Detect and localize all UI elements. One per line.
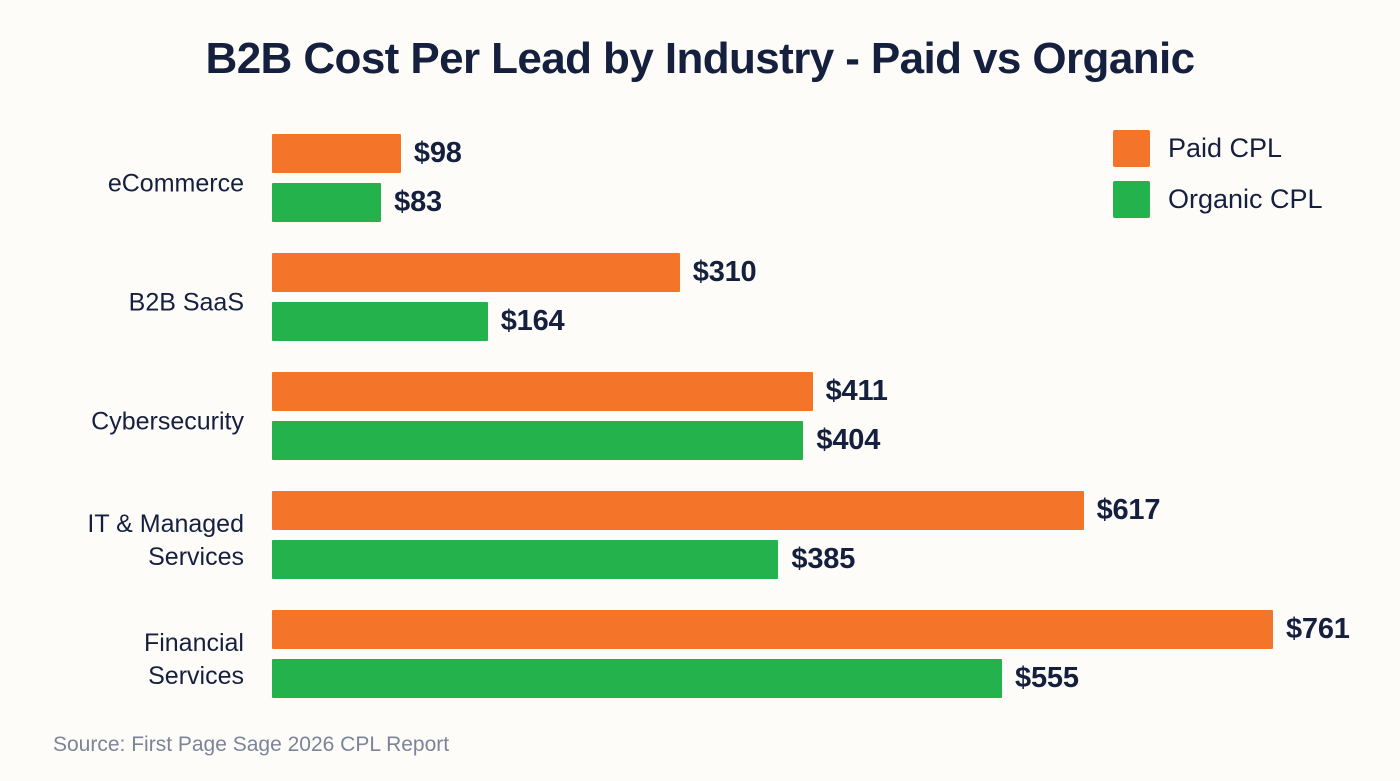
bar-row-paid: $617 [272, 491, 1160, 530]
legend-label-paid: Paid CPL [1168, 133, 1283, 163]
bar-organic [272, 421, 804, 460]
legend-swatch-paid-icon [1113, 130, 1150, 167]
bar-row-organic: $83 [272, 183, 442, 222]
bar-value-paid: $98 [413, 137, 462, 169]
bar-row-organic: $385 [272, 540, 855, 579]
category-label: eCommerce [107, 169, 244, 198]
legend-item-paid: Paid CPL [1113, 130, 1323, 167]
bar-organic [272, 659, 1003, 698]
bar-organic [272, 540, 779, 579]
bar-row-paid: $98 [272, 134, 462, 173]
bar-group: Cybersecurity $411 $404 [0, 372, 1400, 472]
bar-group: IT & Managed Services $617 $385 [0, 491, 1400, 591]
bar-value-paid: $310 [692, 256, 757, 288]
chart-title: B2B Cost Per Lead by Industry - Paid vs … [205, 34, 1196, 83]
bar-row-organic: $555 [272, 659, 1079, 698]
bar-row-paid: $411 [272, 372, 888, 411]
bar-value-organic: $555 [1015, 662, 1079, 694]
bar-group: B2B SaaS $310 $164 [0, 253, 1400, 353]
bar-organic [272, 302, 488, 341]
bar-row-organic: $164 [272, 302, 565, 341]
bar-paid [272, 372, 813, 411]
legend-swatch-organic-icon [1113, 181, 1150, 218]
category-label: Cybersecurity [91, 407, 244, 436]
bar-value-organic: $404 [816, 424, 881, 456]
bar-paid [272, 134, 401, 173]
bar-paid [272, 491, 1084, 530]
bar-value-paid: $411 [825, 375, 888, 407]
bar-value-organic: $83 [394, 186, 442, 218]
legend-item-organic: Organic CPL [1113, 181, 1323, 218]
bar-value-paid: $617 [1096, 494, 1161, 526]
bar-group: Financial Services $761 $555 [0, 610, 1400, 710]
plot-area: eCommerce $98 $83 B2B SaaS $310 $164 [0, 120, 1400, 700]
bar-value-organic: $164 [500, 305, 565, 337]
bar-paid [272, 253, 680, 292]
legend-label-organic: Organic CPL [1168, 184, 1323, 214]
category-label: B2B SaaS [128, 288, 244, 317]
bar-group: eCommerce $98 $83 [0, 134, 1400, 234]
bar-paid [272, 610, 1273, 649]
bar-value-paid: $761 [1286, 613, 1350, 645]
category-label: Financial Services [143, 629, 244, 690]
bar-value-organic: $385 [791, 543, 856, 575]
bar-row-paid: $761 [272, 610, 1350, 649]
chart-legend: Paid CPL Organic CPL [1113, 130, 1323, 218]
bar-row-organic: $404 [272, 421, 880, 460]
bar-row-paid: $310 [272, 253, 757, 292]
category-label: IT & Managed Services [87, 510, 244, 571]
bar-organic [272, 183, 382, 222]
source-note: Source: First Page Sage 2026 CPL Report [53, 733, 450, 756]
